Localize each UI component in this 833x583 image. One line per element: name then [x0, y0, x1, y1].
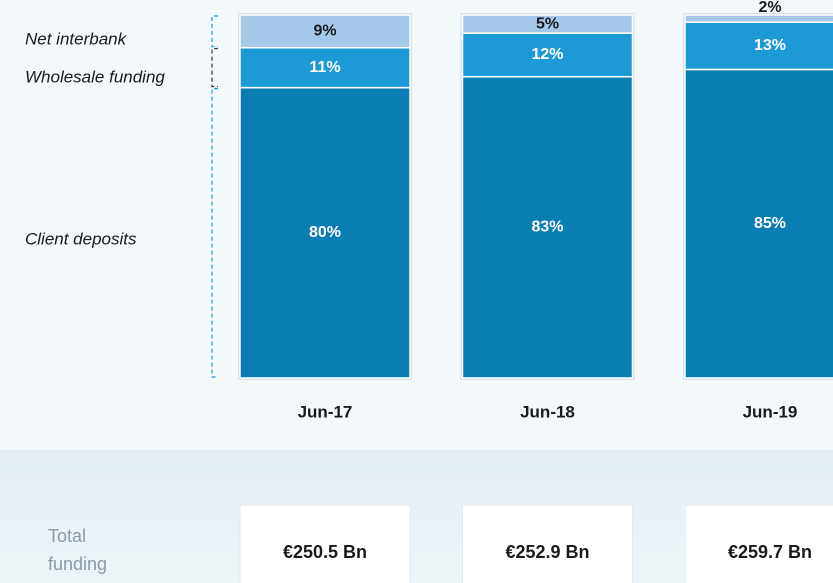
value-label: 5%: [536, 15, 559, 32]
value-label: 80%: [309, 224, 341, 241]
legend-label: Wholesale funding: [25, 67, 165, 86]
bar-segment: [461, 14, 634, 34]
value-label: 13%: [754, 37, 786, 54]
total-value: €259.7 Bn: [728, 542, 812, 562]
x-tick-label: Jun-19: [743, 402, 798, 421]
bar-segment: [239, 14, 411, 49]
value-label: 12%: [531, 46, 563, 63]
legend-bracket: [211, 48, 218, 88]
value-label: 83%: [531, 219, 563, 236]
bar-segment: [461, 32, 634, 78]
bar-segment: [684, 14, 833, 24]
total-value: €250.5 Bn: [283, 542, 367, 562]
totals-label: Total funding: [48, 526, 108, 574]
legend-label: Client deposits: [25, 229, 137, 248]
total-box: [684, 504, 833, 583]
bar-segment: [239, 86, 411, 379]
bar-segment: [239, 46, 411, 89]
total-box: [239, 504, 411, 583]
x-tick-label: Jun-17: [298, 402, 353, 421]
x-tick-label: Jun-18: [520, 402, 575, 421]
total-value: €252.9 Bn: [505, 542, 589, 562]
bar-segment: [684, 68, 833, 379]
legend-bracket: [211, 88, 218, 378]
bar-segment: [461, 75, 634, 379]
value-label: 2%: [758, 0, 781, 16]
legend-bracket: [211, 15, 218, 48]
total-box: [462, 504, 633, 583]
value-label: 11%: [309, 59, 340, 76]
legend-label: Net interbank: [25, 29, 128, 48]
value-label: 9%: [313, 23, 336, 40]
value-label: 85%: [754, 215, 786, 232]
